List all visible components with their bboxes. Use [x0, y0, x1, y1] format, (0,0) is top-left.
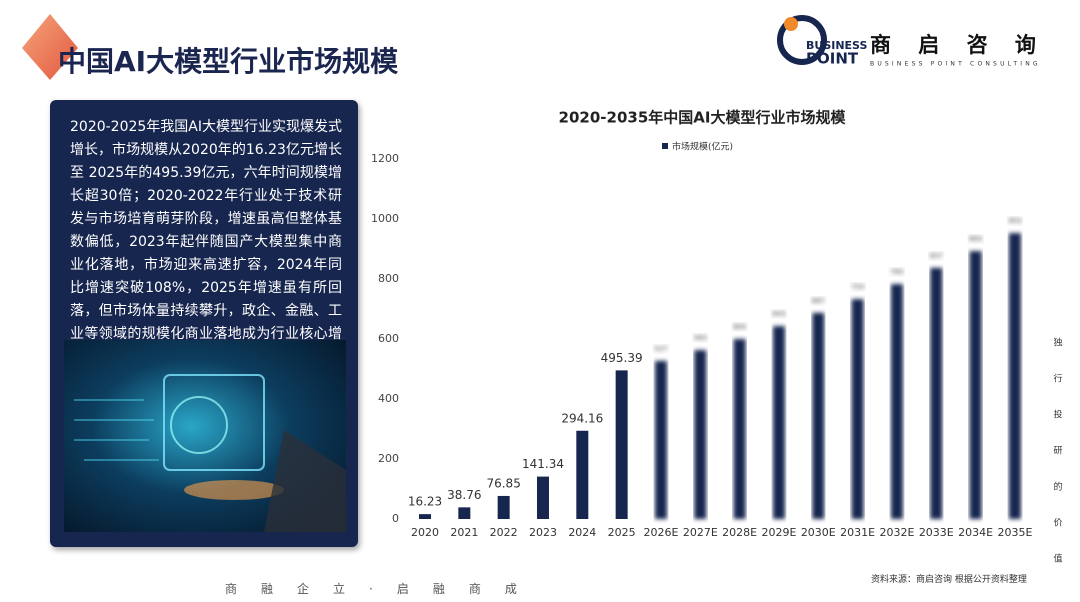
y-tick-label: 0 [392, 512, 399, 525]
x-tick-label: 2026E [644, 526, 679, 539]
value-label: 643 [772, 310, 785, 318]
bar [497, 495, 510, 519]
x-tick-label: 2025 [608, 526, 636, 539]
side-note-char: 投 [1053, 409, 1062, 421]
x-tick-label: 2032E [879, 526, 914, 539]
ai-illustration [64, 340, 346, 532]
bar [419, 514, 431, 519]
x-tick-label: 2020 [411, 526, 439, 539]
x-tick-label: 2029E [761, 526, 796, 539]
y-tick-label: 400 [378, 392, 399, 405]
side-note-char: 值 [1053, 553, 1062, 565]
y-tick-label: 800 [378, 272, 399, 285]
corner-mark [22, 14, 78, 80]
x-tick-label: 2022 [490, 526, 518, 539]
bar [772, 326, 785, 519]
logo-dot [784, 17, 798, 31]
bar [654, 360, 667, 519]
x-tick-label: 2021 [450, 526, 478, 539]
value-label: 837 [930, 252, 943, 260]
value-label: 294.16 [561, 411, 603, 425]
bar [694, 350, 707, 519]
value-label: 733 [851, 283, 864, 291]
bar [812, 312, 825, 519]
x-tick-label: 2027E [683, 526, 718, 539]
x-tick-label: 2035E [997, 526, 1032, 539]
value-label: 783 [890, 268, 903, 276]
chart-title: 2020-2035年中国AI大模型行业市场规模 [559, 109, 847, 127]
legend-swatch [662, 143, 668, 149]
value-label: 495.39 [601, 351, 643, 365]
bar [536, 476, 549, 519]
bar [458, 507, 471, 519]
y-tick-label: 1000 [371, 212, 399, 225]
value-label: 76.85 [486, 476, 520, 490]
y-tick-label: 200 [378, 452, 399, 465]
x-tick-label: 2023 [529, 526, 557, 539]
side-note-char: 的 [1053, 481, 1062, 493]
logo-ring [777, 15, 827, 65]
panel-text: 2020-2025年我国AI大模型行业实现爆发式增长，市场规模从2020年的16… [70, 119, 343, 365]
value-label: 141.34 [522, 457, 564, 471]
bar [890, 284, 903, 519]
footer-motto: 商 融 企 立 · 启 融 商 成 [225, 582, 517, 596]
bar [576, 430, 589, 519]
bar [615, 370, 628, 519]
page-title: 中国AI大模型行业市场规模 [58, 45, 399, 78]
side-note-char: 价 [1053, 518, 1062, 529]
bar [851, 299, 864, 519]
bar [969, 251, 982, 519]
bar [930, 267, 943, 519]
legend-label: 市场规模(亿元) [672, 141, 733, 153]
x-tick-label: 2034E [958, 526, 993, 539]
source-note: 资料来源：商启咨询 根据公开资料整理 [871, 575, 1027, 585]
x-tick-label: 2031E [840, 526, 875, 539]
y-tick-label: 1200 [371, 152, 399, 165]
value-label: 527 [654, 345, 667, 353]
x-tick-label: 2024 [568, 526, 596, 539]
x-tick-label: 2033E [919, 526, 954, 539]
side-note-char: 行 [1053, 373, 1062, 385]
value-label: 687 [812, 297, 825, 305]
value-label: 16.23 [408, 495, 442, 509]
value-label: 563 [694, 334, 707, 342]
value-label: 38.76 [447, 488, 481, 502]
side-note-char: 研 [1053, 446, 1062, 457]
value-label: 600 [733, 323, 746, 331]
bar [733, 339, 746, 519]
value-label: 953 [1008, 217, 1021, 225]
value-label: 893 [969, 235, 982, 243]
bar [1008, 233, 1021, 519]
x-tick-label: 2028E [722, 526, 757, 539]
x-tick-label: 2030E [801, 526, 836, 539]
y-tick-label: 600 [378, 332, 399, 345]
side-note-char: 独 [1053, 337, 1062, 349]
